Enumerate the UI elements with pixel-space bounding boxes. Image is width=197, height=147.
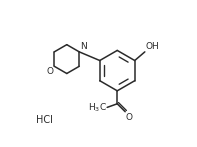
- Text: N: N: [80, 42, 87, 51]
- Text: O: O: [46, 67, 54, 76]
- Text: OH: OH: [145, 42, 159, 51]
- Text: H$_3$C: H$_3$C: [88, 102, 107, 114]
- Text: HCl: HCl: [36, 115, 53, 125]
- Text: O: O: [126, 113, 133, 122]
